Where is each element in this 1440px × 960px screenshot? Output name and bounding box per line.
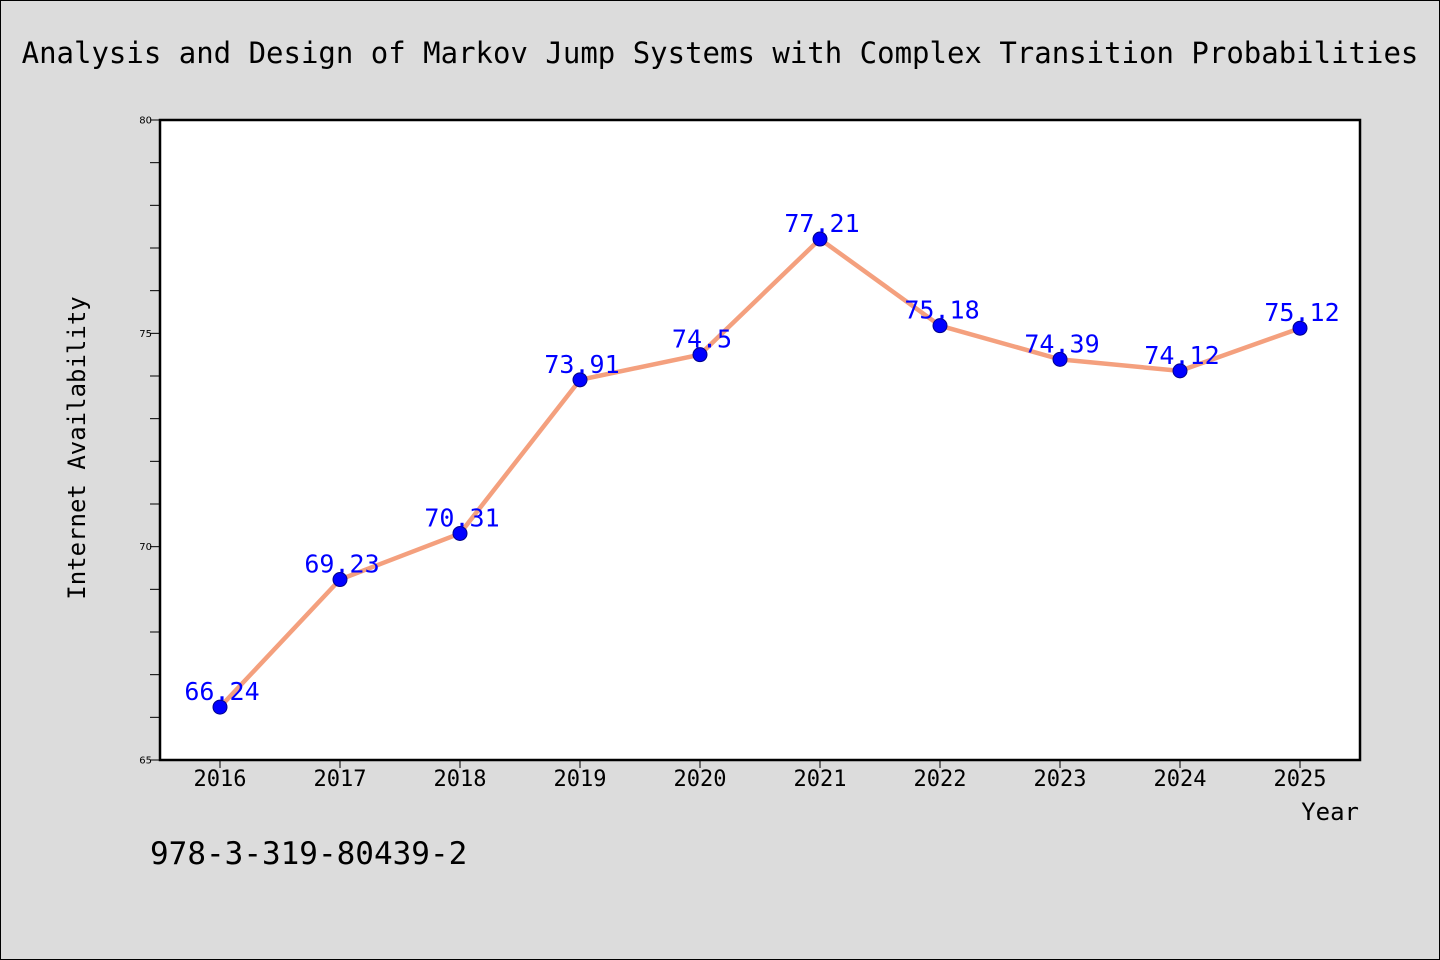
data-point bbox=[452, 525, 468, 541]
plot-area bbox=[160, 120, 1360, 760]
plot-frame bbox=[158, 118, 1362, 762]
y-axis: 65 70 75 80 bbox=[139, 116, 160, 767]
x-tick-label: 2016 bbox=[194, 767, 247, 792]
data-label: 73.91 bbox=[544, 350, 619, 379]
x-tick-label: 2018 bbox=[434, 767, 487, 792]
data-label: 74.5 bbox=[672, 325, 732, 354]
data-labels: 66.24 69.23 70.31 73.91 74.5 77.21 75.18 74.39 7… bbox=[184, 209, 1339, 706]
data-point bbox=[1292, 320, 1308, 336]
x-tick-label: 2025 bbox=[1274, 767, 1327, 792]
x-tick-label: 2019 bbox=[554, 767, 607, 792]
y-axis-label: Internet Availability bbox=[63, 296, 91, 599]
x-tick-label: 2022 bbox=[914, 767, 967, 792]
data-point bbox=[812, 231, 828, 247]
data-point bbox=[572, 372, 588, 388]
chart-title: Analysis and Design of Markov Jump Syste… bbox=[22, 36, 1419, 70]
data-label: 66.24 bbox=[184, 677, 259, 706]
y-tick-label: 70 bbox=[139, 542, 152, 553]
x-tick-label: 2024 bbox=[1154, 767, 1207, 792]
data-label: 69.23 bbox=[304, 550, 379, 579]
data-label: 74.12 bbox=[1144, 341, 1219, 370]
data-label: 77.21 bbox=[784, 209, 859, 238]
y-tick-label: 80 bbox=[139, 116, 152, 127]
x-tick-label: 2023 bbox=[1034, 767, 1087, 792]
data-label: 75.12 bbox=[1264, 298, 1339, 327]
y-tick-label: 75 bbox=[139, 329, 152, 340]
data-point bbox=[332, 572, 348, 588]
data-point bbox=[932, 318, 948, 334]
x-tick-label: 2021 bbox=[794, 767, 847, 792]
x-axis-label: Year bbox=[1301, 798, 1359, 826]
data-label: 74.39 bbox=[1024, 329, 1099, 358]
x-tick-label: 2020 bbox=[674, 767, 727, 792]
data-point bbox=[692, 347, 708, 363]
isbn-label: 978-3-319-80439-2 bbox=[150, 836, 467, 872]
data-label: 75.18 bbox=[904, 296, 979, 325]
data-point bbox=[1172, 363, 1188, 379]
data-point bbox=[212, 699, 228, 715]
data-point bbox=[1052, 351, 1068, 367]
x-tick-label: 2017 bbox=[314, 767, 367, 792]
y-tick-label: 65 bbox=[139, 756, 152, 767]
series-markers bbox=[212, 231, 1308, 715]
data-label: 70.31 bbox=[424, 503, 499, 532]
series-line bbox=[217, 236, 1303, 710]
x-axis: 2016 2017 2018 2019 2020 2021 2022 2023 2024 2025 bbox=[194, 760, 1327, 792]
